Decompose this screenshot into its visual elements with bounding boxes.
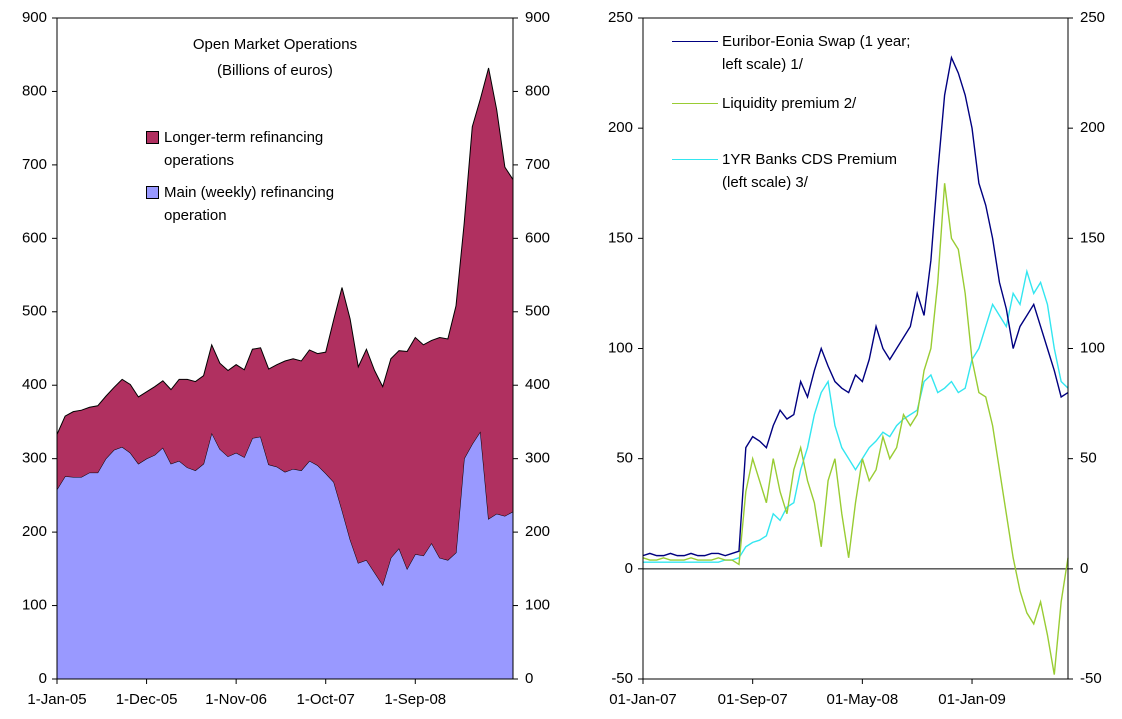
line: [642, 183, 1069, 675]
plot-frame: [642, 17, 1069, 680]
legend-label: Longer-term refinancing operations: [164, 129, 324, 169]
y2-tick-label: 600: [525, 229, 550, 246]
y-tick-label: 50: [616, 450, 633, 467]
y-tick-label: 400: [22, 376, 47, 393]
y2-tick-label: 500: [525, 303, 550, 320]
y2-tick-label: 50: [1080, 450, 1097, 467]
legend-line: [672, 103, 718, 104]
y2-tick-label: 200: [1080, 119, 1105, 136]
y2-tick-label: 0: [525, 670, 533, 687]
y2-tick-label: 150: [1080, 229, 1105, 246]
y-tick-label: 900: [22, 9, 47, 26]
y-tick-label: 500: [22, 303, 47, 320]
legend-label: Euribor-Eonia Swap (1 year; left scale) …: [722, 33, 911, 73]
x-tick-label: 1-Jan-05: [27, 691, 86, 708]
area: [57, 431, 513, 679]
y2-tick-label: 700: [525, 156, 550, 173]
legend-label: Main (weekly) refinancing operation: [164, 184, 335, 224]
area-edge: [56, 67, 514, 435]
y-tick-label: 200: [22, 523, 47, 540]
y-tick-label: 600: [22, 229, 47, 246]
y2-tick-label: 200: [525, 523, 550, 540]
y-tick-label: -50: [611, 670, 633, 687]
area: [57, 67, 513, 585]
x-tick-label: 01-May-08: [827, 691, 899, 708]
plot-frame: [56, 17, 514, 680]
chart-subtitle: (Billions of euros): [217, 62, 333, 79]
y-tick-label: 200: [608, 119, 633, 136]
legend-swatch: [146, 131, 159, 144]
x-tick-label: 01-Sep-07: [718, 691, 788, 708]
x-tick-label: 1-Nov-06: [205, 691, 267, 708]
y-tick-label: 100: [608, 339, 633, 356]
y-tick-label: 250: [608, 9, 633, 26]
x-tick-label: 1-Sep-08: [384, 691, 446, 708]
y2-tick-label: 0: [1080, 560, 1088, 577]
legend-label: 1YR Banks CDS Premium (left scale) 3/: [722, 151, 898, 191]
y2-tick-label: 250: [1080, 9, 1105, 26]
line: [642, 55, 1069, 557]
y-tick-label: 300: [22, 450, 47, 467]
legend-line: [672, 41, 718, 42]
y-tick-label: 100: [22, 597, 47, 614]
y2-tick-label: 100: [525, 597, 550, 614]
y2-tick-label: -50: [1080, 670, 1102, 687]
y-tick-label: 800: [22, 82, 47, 99]
y2-tick-label: 900: [525, 9, 550, 26]
chart-title: Open Market Operations: [192, 36, 358, 53]
line: [643, 268, 1069, 563]
y-tick-label: 700: [22, 156, 47, 173]
y-tick-label: 0: [625, 560, 633, 577]
x-tick-label: 1-Oct-07: [297, 691, 355, 708]
y2-tick-label: 800: [525, 82, 550, 99]
x-tick-label: 01-Jan-07: [609, 691, 677, 708]
y2-tick-label: 100: [1080, 339, 1105, 356]
y2-tick-label: 300: [525, 450, 550, 467]
y-tick-label: 0: [39, 670, 47, 687]
x-tick-label: 01-Jan-09: [938, 691, 1006, 708]
legend-line: [672, 159, 718, 160]
x-tick-label: 1-Dec-05: [116, 691, 178, 708]
y-tick-label: 150: [608, 229, 633, 246]
legend-swatch: [146, 186, 159, 199]
y2-tick-label: 400: [525, 376, 550, 393]
legend-label: Liquidity premium 2/: [722, 95, 857, 112]
